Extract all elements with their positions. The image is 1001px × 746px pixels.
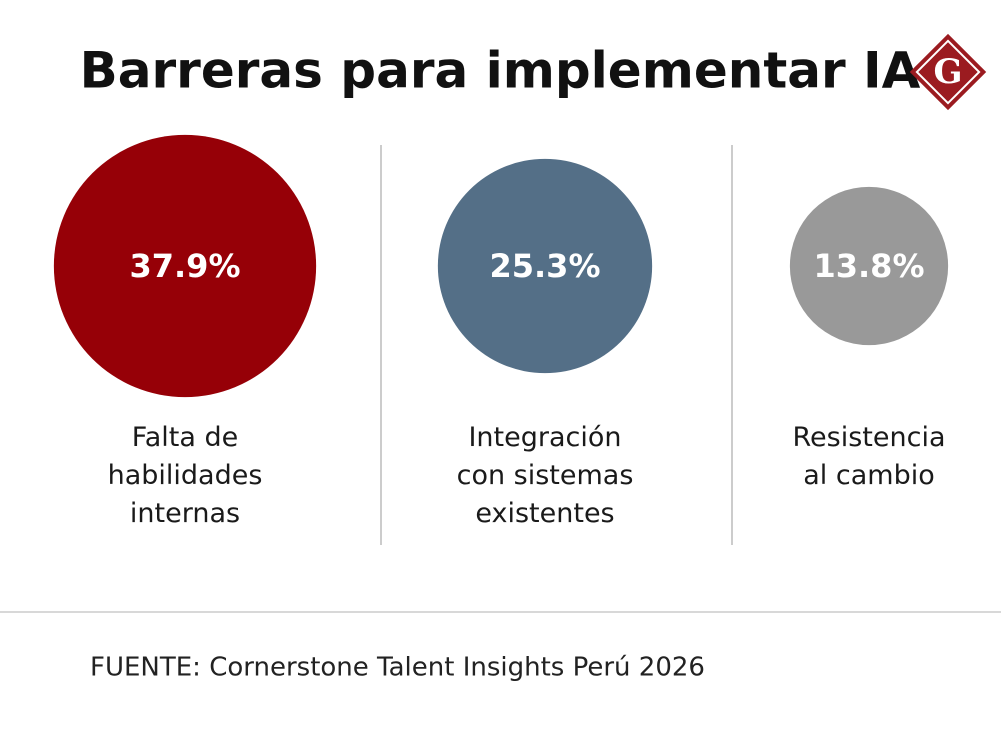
value-label: 25.3%: [489, 247, 600, 285]
bubble: [789, 186, 949, 346]
bubble: [437, 158, 653, 374]
logo-border: [915, 39, 981, 105]
logo: G: [909, 33, 987, 111]
category-label: Resistencia al cambio: [792, 422, 946, 491]
value-label: 13.8%: [813, 247, 924, 285]
bubble: [53, 134, 317, 398]
source: FUENTE: Cornerstone Talent Insights Perú…: [90, 653, 705, 683]
value-label: 37.9%: [129, 247, 240, 285]
logo-letter: G: [933, 52, 962, 92]
category-label: Falta de habilidades internas: [107, 422, 263, 529]
logo-diamond: [909, 33, 987, 111]
chart-title: Barreras para implementar IA: [80, 42, 921, 100]
category-label: Integración con sistemas existentes: [456, 422, 634, 529]
